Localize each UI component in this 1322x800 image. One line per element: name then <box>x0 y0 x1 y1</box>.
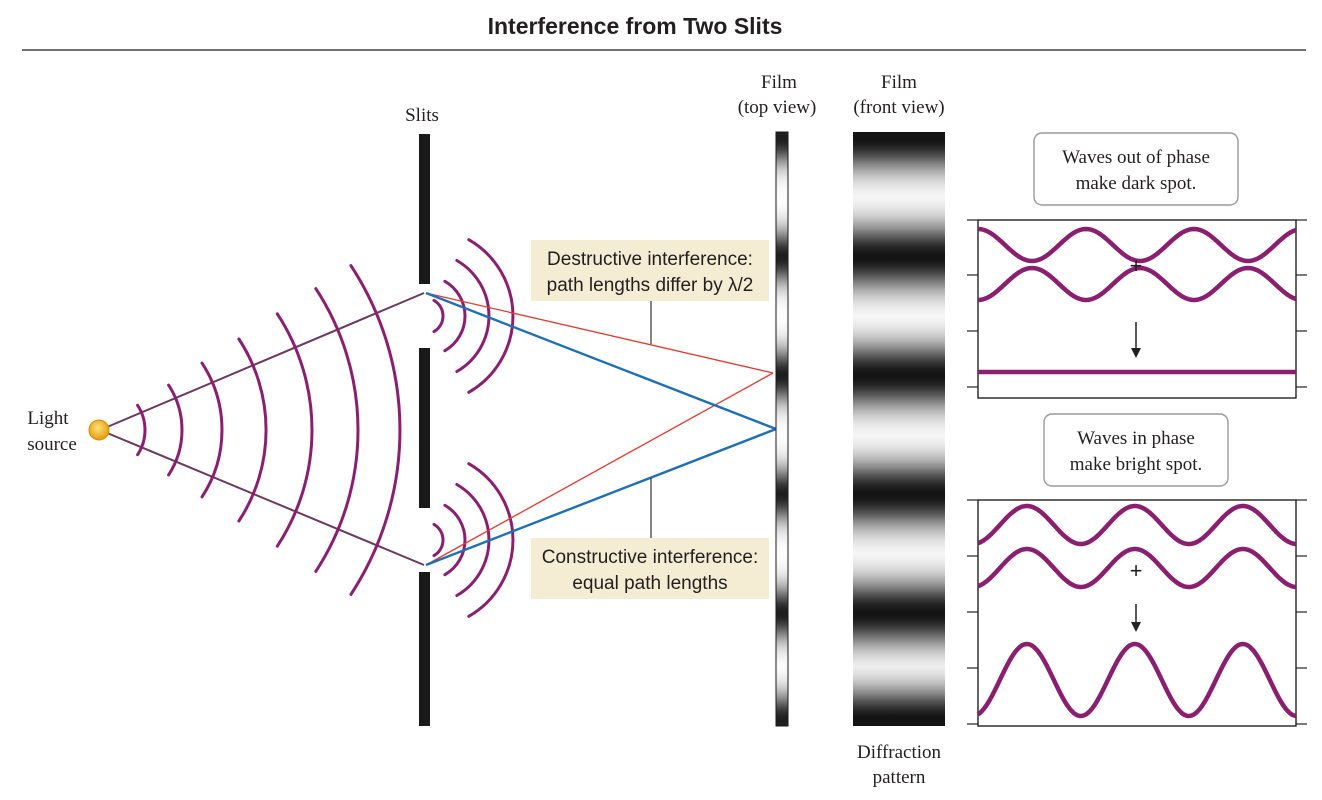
diffraction-label-1: Diffraction <box>857 742 942 763</box>
dark-wave-1 <box>977 226 1297 264</box>
bright-plus-sign: + <box>1130 558 1143 583</box>
destructive-callout-box <box>531 240 769 301</box>
ray-source-lower <box>99 429 425 566</box>
bright-spot-ticks <box>967 499 1307 725</box>
barrier-top <box>419 134 430 284</box>
destructive-callout-line-2: path lengths differ by λ/2 <box>547 275 754 296</box>
outgoing-wavefront <box>455 483 491 597</box>
constructive-callout-line-2: equal path lengths <box>572 573 727 594</box>
incoming-wavefront <box>167 383 184 477</box>
dark-plus-sign: + <box>1130 253 1143 278</box>
bright-spot-bubble-line-2: make bright spot. <box>1070 454 1202 475</box>
incoming-wavefronts <box>136 264 402 596</box>
bright-spot-bubble-line-1: Waves in phase <box>1077 428 1195 449</box>
outgoing-wavefront <box>467 238 515 394</box>
ray-constructive-upper <box>425 291 777 431</box>
light-source-label-1: Light <box>27 408 69 429</box>
dark-wave-2 <box>977 265 1297 303</box>
dark-spot-bubble-line-2: make dark spot. <box>1076 173 1197 194</box>
film-top-label-2: (top view) <box>738 97 817 118</box>
incoming-wavefront <box>349 264 402 596</box>
light-source-icon <box>88 419 110 441</box>
incoming-wavefront <box>200 361 224 499</box>
constructive-callout: Constructive interference: equal path le… <box>531 538 769 599</box>
diffraction-label-2: pattern <box>873 767 926 788</box>
outgoing-wavefront <box>455 259 491 373</box>
constructive-callout-box <box>531 538 769 599</box>
source-rays <box>99 292 425 566</box>
bright-spot-panel: Waves in phase make bright spot. + <box>967 413 1307 727</box>
bright-arrow-head <box>1131 622 1141 632</box>
destructive-callout-line-1: Destructive interference: <box>547 249 753 270</box>
outgoing-wavefront <box>467 462 515 618</box>
bright-spot-bubble <box>1043 413 1229 487</box>
destructive-callout: Destructive interference: path lengths d… <box>531 240 769 301</box>
film-top-label-1: Film <box>761 72 797 93</box>
dark-arrow-head <box>1131 348 1141 358</box>
dark-spot-bubble <box>1033 132 1239 206</box>
film-front-view <box>853 132 945 726</box>
incoming-wavefront <box>275 312 314 548</box>
dark-spot-bubble-line-1: Waves out of phase <box>1062 147 1210 168</box>
bright-wave-sum <box>976 641 1297 719</box>
outgoing-wavefront <box>432 298 445 334</box>
outgoing-wavefront <box>443 279 467 353</box>
slit-barrier <box>419 134 430 726</box>
outgoing-wavefront <box>432 522 445 558</box>
film-top-view <box>775 131 789 727</box>
ray-source-upper <box>99 292 425 431</box>
outgoing-wavefront <box>443 503 467 577</box>
barrier-middle <box>419 348 430 508</box>
barrier-bottom <box>419 572 430 726</box>
film-front-label-1: Film <box>881 72 917 93</box>
ray-constructive-lower <box>425 427 777 567</box>
slits-label: Slits <box>405 105 439 126</box>
diagram-title: Interference from Two Slits <box>488 13 783 39</box>
incoming-wavefront <box>314 287 360 573</box>
dark-spot-ticks <box>967 219 1307 388</box>
light-source-label-2: source <box>27 434 77 455</box>
bright-spot-frame <box>977 499 1297 727</box>
bright-wave-1 <box>977 503 1297 547</box>
film-front-label-2: (front view) <box>853 97 944 118</box>
bright-wave-2 <box>977 546 1297 590</box>
dark-spot-frame <box>977 219 1297 399</box>
slit-rays <box>425 291 777 567</box>
incoming-wavefront <box>136 403 147 457</box>
constructive-callout-line-1: Constructive interference: <box>542 547 759 568</box>
outgoing-wavefronts <box>432 238 515 618</box>
dark-spot-panel: Waves out of phase make dark spot. + <box>967 132 1307 399</box>
ray-destructive-upper <box>425 292 774 374</box>
incoming-wavefront <box>237 337 268 523</box>
